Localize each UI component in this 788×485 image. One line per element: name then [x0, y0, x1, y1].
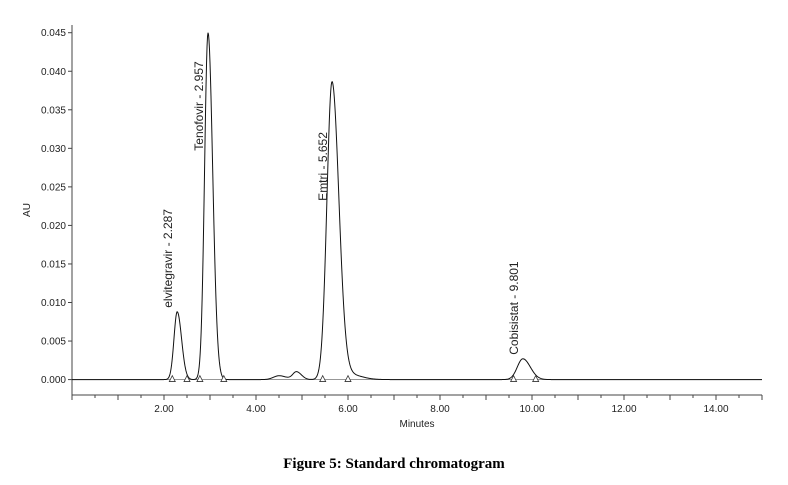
- integration-marker: [220, 374, 228, 382]
- peak-label: elvitegravir - 2.287: [161, 209, 175, 308]
- x-tick-label: 8.00: [430, 404, 450, 415]
- integration-marker: [319, 374, 327, 382]
- y-tick-label: 0.035: [41, 105, 66, 116]
- integration-marker: [196, 374, 204, 382]
- y-tick-label: 0.030: [41, 144, 66, 155]
- chromatogram-trace: [72, 32, 762, 381]
- y-ticks: 0.000 0.005 0.010 0.015 0.020 0.025 0.030 0.035…: [41, 28, 72, 386]
- y-tick-label: 0.045: [41, 28, 66, 39]
- integration-marker: [183, 374, 191, 382]
- y-tick-label: 0.000: [41, 375, 66, 386]
- x-tick-label: 2.00: [154, 404, 174, 415]
- y-tick-label: 0.010: [41, 298, 66, 309]
- x-tick-label: 14.00: [703, 404, 728, 415]
- y-tick-label: 0.040: [41, 67, 66, 78]
- integration-marker: [509, 374, 518, 382]
- y-tick-label: 0.025: [41, 182, 66, 193]
- x-tick-label: 4.00: [246, 404, 266, 415]
- chromatogram-chart: 0.000 0.005 0.010 0.015 0.020 0.025 0.030 0.035…: [22, 25, 763, 430]
- x-ticks: 2.00 4.00 6.00 8.00 10.00 12.00 14.00: [71, 395, 763, 415]
- x-tick-label: 10.00: [519, 404, 544, 415]
- y-axis-title: AU: [22, 203, 33, 217]
- y-tick-label: 0.015: [41, 259, 66, 270]
- integration-markers: [168, 374, 540, 382]
- peak-label: Cobisistat - 9.801: [507, 261, 521, 355]
- figure-caption: Figure 5: Standard chromatogram: [283, 456, 505, 472]
- x-axis-title: Minutes: [399, 419, 434, 430]
- integration-marker: [344, 374, 352, 382]
- y-tick-label: 0.005: [41, 337, 66, 348]
- integration-marker: [532, 374, 540, 382]
- peak-label: Tenofovir - 2.957: [192, 61, 206, 151]
- x-tick-label: 6.00: [338, 404, 358, 415]
- x-tick-label: 12.00: [611, 404, 636, 415]
- integration-marker: [168, 374, 176, 382]
- peak-label: Emtri - 5.652: [316, 132, 330, 201]
- peak-labels: elvitegravir - 2.287 Tenofovir - 2.957 Emt…: [161, 61, 521, 355]
- y-tick-label: 0.020: [41, 221, 66, 232]
